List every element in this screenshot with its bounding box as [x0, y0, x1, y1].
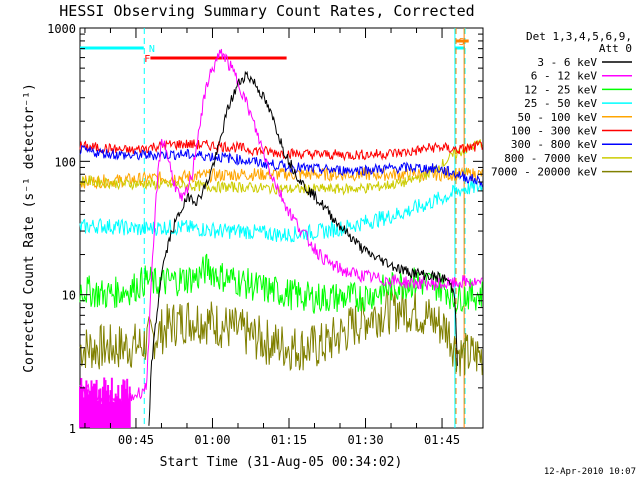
legend-entry-label: 7000 - 20000 keV: [491, 166, 597, 179]
flag-label-s: S: [459, 37, 465, 48]
x-tick-label: 01:30: [347, 433, 383, 447]
legend-header-line2: Att 0: [599, 42, 632, 55]
series-line: [79, 139, 483, 197]
y-axis-label: Corrected Count Rate (s⁻¹ detector⁻¹): [22, 83, 37, 373]
series-lines: [79, 48, 483, 428]
series-line: [79, 48, 483, 411]
y-tick-label: 10: [62, 289, 76, 303]
x-tick-label: 00:45: [118, 433, 154, 447]
legend-entry-label: 12 - 25 keV: [524, 83, 597, 96]
axes: 1 10 100 1000 00:45 01:00 01:15 01:30 01:45: [47, 22, 483, 447]
series-line: [79, 253, 483, 314]
x-tick-label: 01:00: [194, 433, 230, 447]
y-tick-label: 1: [69, 422, 76, 436]
y-tick-label: 1000: [47, 22, 76, 36]
x-tick-label: 01:15: [271, 433, 307, 447]
legend-header-line1: Det 1,3,4,5,6,9,: [526, 30, 632, 43]
chart-title: HESSI Observing Summary Count Rates, Cor…: [59, 2, 474, 20]
series-line: [79, 166, 483, 190]
legend-entry-label: 6 - 12 keV: [531, 70, 598, 83]
x-axis-label: Start Time (31-Aug-05 00:34:02): [160, 455, 403, 470]
flag-label-f: F: [144, 54, 150, 65]
y-tick-label: 100: [54, 155, 76, 169]
plot-frame: [79, 27, 484, 429]
footer-timestamp: 12-Apr-2010 10:07: [544, 467, 636, 477]
series-line: [79, 179, 483, 243]
legend-entry-label: 100 - 300 keV: [511, 125, 597, 138]
legend-entry-label: 300 - 800 keV: [511, 138, 597, 151]
legend-entry-label: 800 - 7000 keV: [504, 152, 597, 165]
legend-entry-label: 25 - 50 keV: [524, 97, 597, 110]
legend-entry-label: 3 - 6 keV: [537, 56, 597, 69]
series-line: [79, 139, 483, 162]
series-line: [79, 145, 483, 187]
legend-entry-label: 50 - 100 keV: [518, 111, 598, 124]
flag-label-n: N: [149, 44, 155, 55]
series-line: [148, 70, 458, 426]
x-tick-label: 01:45: [424, 433, 460, 447]
